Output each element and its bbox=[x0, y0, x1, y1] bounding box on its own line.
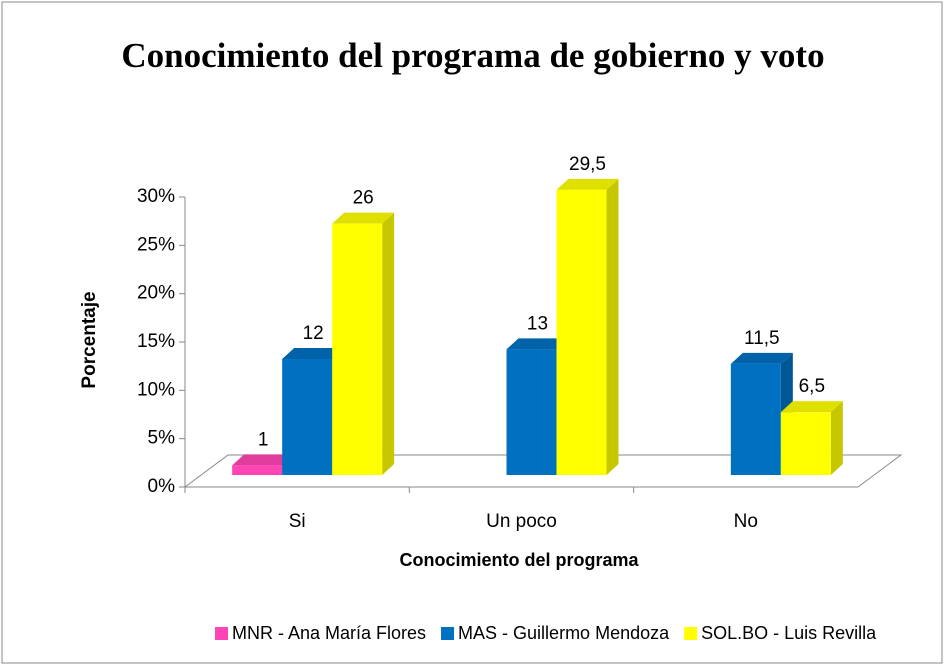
y-axis-label: Porcentaje bbox=[79, 291, 100, 388]
bar-front bbox=[332, 223, 383, 475]
bar-top bbox=[730, 352, 793, 364]
bar-front bbox=[232, 465, 283, 475]
y-tick-label: 25% bbox=[137, 234, 175, 255]
bar-side bbox=[606, 178, 619, 476]
y-tick-label: 20% bbox=[137, 283, 175, 304]
value-label: 29,5 bbox=[569, 154, 606, 175]
bar-top bbox=[232, 454, 295, 466]
y-tick-label: 15% bbox=[137, 331, 175, 352]
value-label: 1 bbox=[258, 429, 269, 450]
x-axis-label: Conocimiento del programa bbox=[399, 550, 639, 570]
value-label: 11,5 bbox=[744, 328, 780, 349]
bar-top bbox=[282, 348, 345, 359]
chart-title: Conocimiento del programa de gobierno y … bbox=[121, 36, 825, 75]
y-tick-label: 0% bbox=[148, 476, 176, 497]
y-tick-label: 10% bbox=[137, 379, 175, 400]
y-tick-label: 5% bbox=[148, 428, 176, 449]
bar-top bbox=[506, 338, 569, 350]
bar-side bbox=[830, 401, 843, 475]
legend-swatch bbox=[684, 627, 698, 640]
legend-swatch bbox=[441, 627, 455, 640]
value-label: 26 bbox=[353, 188, 374, 209]
bar-front bbox=[282, 359, 333, 475]
x-tick-label: Si bbox=[289, 511, 306, 532]
bar-front bbox=[506, 349, 557, 475]
legend-label: MNR - Ana María Flores bbox=[232, 623, 426, 643]
bar-top bbox=[556, 178, 619, 190]
bar-side bbox=[382, 212, 395, 475]
legend-swatch bbox=[215, 627, 228, 640]
y-tick-label: 30% bbox=[137, 186, 175, 207]
bar bbox=[780, 401, 843, 475]
value-label: 13 bbox=[527, 313, 548, 334]
bar-top bbox=[780, 401, 843, 413]
bar-front bbox=[556, 189, 607, 476]
bar-front bbox=[780, 412, 831, 475]
bar bbox=[556, 178, 619, 476]
bar-front bbox=[730, 363, 781, 475]
legend-label: MAS - Guillermo Mendoza bbox=[458, 623, 670, 643]
value-label: 12 bbox=[303, 323, 324, 344]
bar bbox=[332, 212, 395, 475]
x-tick-label: Un poco bbox=[486, 511, 557, 532]
bar-top bbox=[332, 212, 395, 224]
x-tick-label: No bbox=[734, 511, 758, 532]
legend-label: SOL.BO - Luis Revilla bbox=[701, 623, 877, 643]
value-label: 6,5 bbox=[799, 376, 825, 397]
